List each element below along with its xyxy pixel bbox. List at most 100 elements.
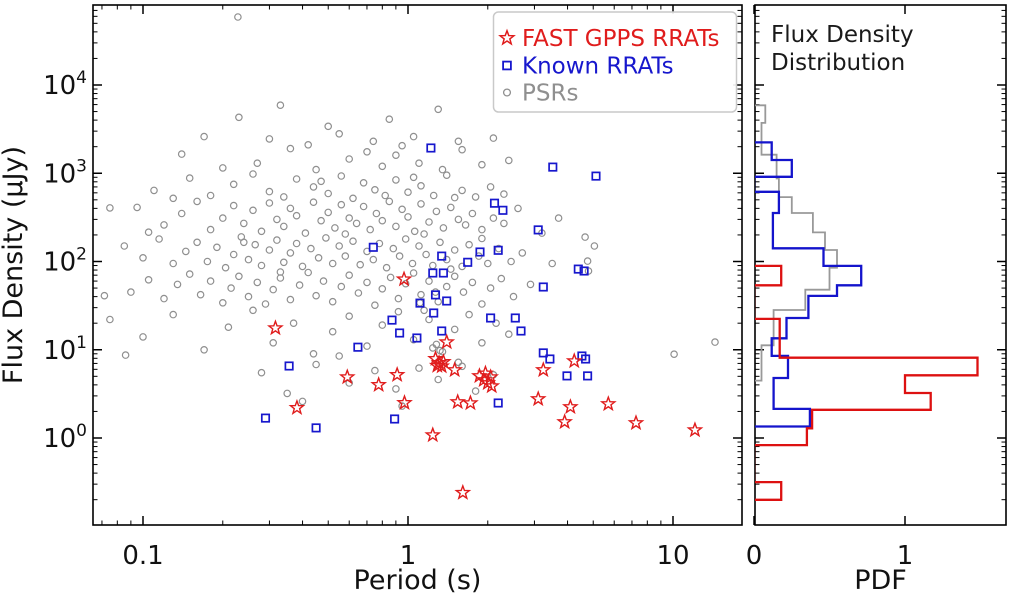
psr-marker bbox=[314, 253, 323, 262]
psr-marker bbox=[219, 214, 227, 222]
psr-marker bbox=[106, 315, 114, 324]
gpps-rrat-marker bbox=[434, 352, 452, 369]
psr-marker bbox=[120, 242, 129, 250]
x-axis-label: Period (s) bbox=[354, 565, 482, 593]
psr-marker bbox=[429, 191, 438, 200]
known-rrat-marker bbox=[430, 290, 441, 300]
histogram-psrs bbox=[755, 104, 838, 382]
psr-marker bbox=[206, 277, 215, 285]
psr-marker bbox=[155, 235, 163, 243]
psr-marker bbox=[507, 257, 515, 266]
psr-marker bbox=[404, 213, 412, 221]
known-rrat-marker bbox=[591, 171, 601, 181]
histogram-fast-gpps-rrats bbox=[755, 264, 979, 501]
psr-marker bbox=[169, 310, 178, 319]
psr-marker bbox=[235, 113, 243, 122]
psr-marker bbox=[369, 255, 378, 264]
psr-marker bbox=[206, 191, 215, 200]
psr-marker bbox=[328, 327, 337, 336]
known-rrat-marker bbox=[498, 205, 508, 215]
psr-marker bbox=[345, 271, 354, 280]
psr-marker bbox=[509, 292, 518, 301]
psr-marker bbox=[363, 148, 371, 156]
psr-marker bbox=[483, 259, 492, 268]
psr-marker bbox=[331, 224, 339, 232]
known-rrat-marker bbox=[493, 245, 503, 255]
psr-marker bbox=[398, 205, 406, 214]
psr-marker bbox=[415, 364, 423, 372]
psr-marker bbox=[322, 234, 330, 242]
psr-marker bbox=[257, 368, 266, 377]
gpps-rrat-marker bbox=[370, 376, 388, 393]
psr-marker bbox=[279, 193, 288, 201]
psr-marker bbox=[169, 259, 178, 268]
y-tick-label: 100 bbox=[43, 421, 87, 454]
psr-marker bbox=[359, 202, 368, 211]
psr-marker bbox=[345, 214, 354, 222]
psr-marker bbox=[121, 351, 130, 359]
psr-marker bbox=[366, 225, 375, 234]
psr-marker bbox=[422, 250, 430, 259]
known-rrat-marker bbox=[538, 348, 548, 358]
psr-marker bbox=[492, 319, 500, 328]
legend-label: PSRs bbox=[522, 81, 578, 107]
pdf-tick-label: 1 bbox=[897, 541, 914, 571]
psr-marker bbox=[554, 214, 563, 222]
psr-marker bbox=[139, 333, 147, 341]
scatter-layer bbox=[100, 13, 719, 500]
psr-marker bbox=[504, 330, 513, 339]
x-tick-label: 0.1 bbox=[122, 541, 163, 571]
psr-marker bbox=[279, 222, 288, 231]
psr-marker bbox=[409, 132, 418, 141]
known-rrat-marker bbox=[353, 342, 363, 352]
psr-marker bbox=[324, 189, 333, 198]
psr-marker bbox=[335, 352, 344, 360]
psr-marker bbox=[526, 280, 535, 289]
psr-marker bbox=[392, 385, 400, 393]
psr-marker bbox=[382, 263, 391, 272]
psr-marker bbox=[127, 288, 135, 296]
gpps-rrat-marker bbox=[529, 390, 547, 407]
psr-marker bbox=[454, 137, 463, 146]
psr-marker bbox=[235, 272, 243, 281]
series-psrs bbox=[100, 13, 719, 410]
known-rrat-marker bbox=[463, 257, 473, 267]
y-tick-label: 102 bbox=[43, 245, 87, 278]
psr-marker bbox=[337, 200, 346, 209]
psr-marker bbox=[354, 289, 363, 297]
x-tick-label: 1 bbox=[400, 541, 417, 571]
psr-marker bbox=[286, 144, 295, 153]
psr-marker bbox=[317, 177, 325, 186]
psr-marker bbox=[265, 199, 274, 207]
known-rrat-marker bbox=[311, 423, 321, 433]
psr-marker bbox=[304, 141, 313, 149]
known-rrat-marker bbox=[284, 361, 294, 371]
known-rrat-marker bbox=[387, 315, 397, 325]
psr-marker bbox=[394, 307, 403, 316]
psr-marker bbox=[590, 242, 599, 250]
psr-marker bbox=[478, 234, 486, 243]
psr-marker bbox=[328, 259, 337, 268]
known-rrat-marker bbox=[442, 296, 452, 306]
psr-marker bbox=[185, 174, 194, 182]
psr-marker bbox=[583, 257, 592, 265]
known-rrat-marker bbox=[579, 266, 589, 276]
gpps-rrat-marker bbox=[534, 361, 552, 378]
psr-marker bbox=[371, 301, 379, 310]
psr-marker bbox=[670, 350, 678, 359]
psr-marker bbox=[392, 151, 400, 160]
psr-marker bbox=[193, 197, 201, 206]
psr-marker bbox=[261, 300, 270, 308]
psr-marker bbox=[356, 260, 365, 269]
psr-marker bbox=[273, 215, 281, 224]
psr-marker bbox=[298, 262, 307, 271]
psr-marker bbox=[500, 219, 508, 228]
psr-marker bbox=[257, 261, 266, 270]
known-rrat-marker bbox=[486, 313, 496, 323]
psr-marker bbox=[409, 269, 418, 277]
gpps-rrat-marker bbox=[454, 483, 472, 500]
known-rrat-marker bbox=[562, 371, 572, 381]
psr-marker bbox=[436, 346, 444, 355]
psr-marker bbox=[312, 360, 320, 369]
psr-marker bbox=[404, 188, 412, 197]
